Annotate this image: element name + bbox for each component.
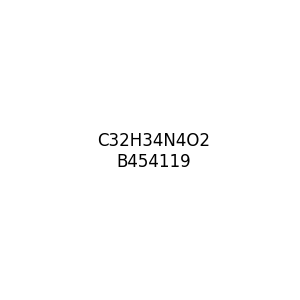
Text: C32H34N4O2
B454119: C32H34N4O2 B454119: [97, 132, 210, 171]
